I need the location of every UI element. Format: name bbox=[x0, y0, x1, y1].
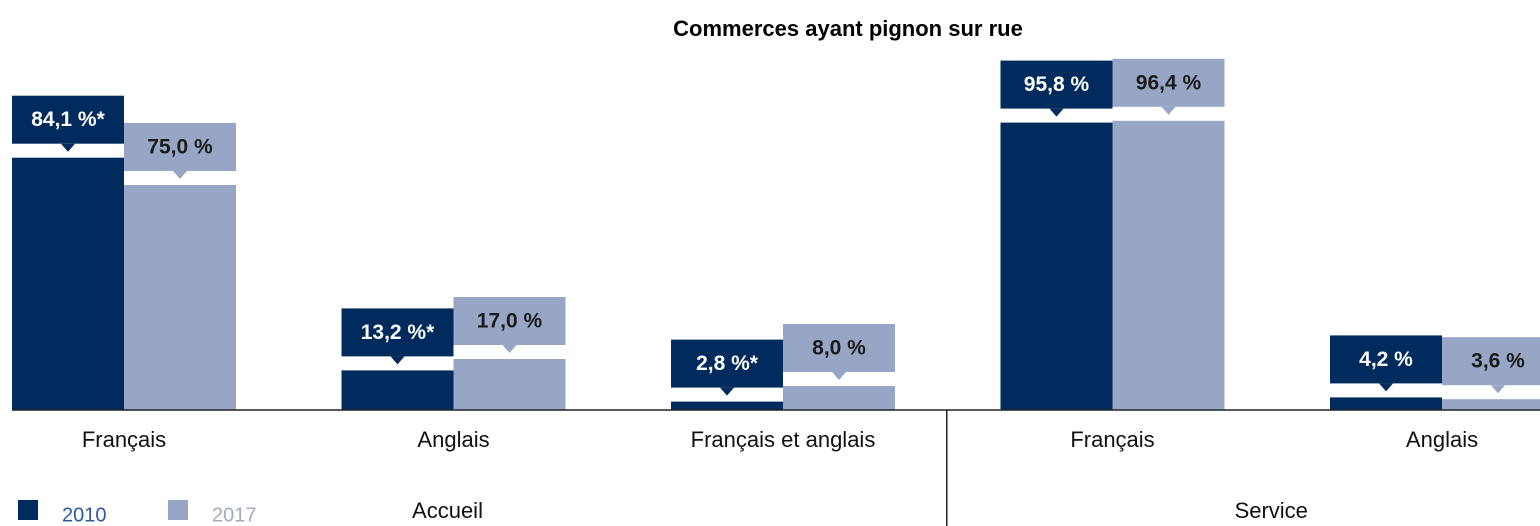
value-label-pointer bbox=[390, 356, 405, 365]
bar bbox=[1112, 120, 1225, 411]
value-label-pointer bbox=[502, 345, 517, 353]
bar bbox=[671, 401, 783, 410]
value-label-box bbox=[1112, 58, 1225, 107]
group-label: Accueil bbox=[412, 498, 483, 523]
value-label-box bbox=[124, 123, 236, 171]
value-label: 17,0 % bbox=[477, 310, 543, 333]
bar bbox=[341, 370, 454, 410]
bar bbox=[1442, 399, 1540, 410]
value-label: 95,8 % bbox=[1024, 73, 1090, 96]
value-label-box bbox=[1000, 60, 1113, 109]
bar bbox=[12, 157, 124, 410]
x-tick-label: Anglais bbox=[1406, 427, 1478, 452]
value-label-pointer bbox=[832, 372, 846, 380]
value-label: 75,0 % bbox=[147, 136, 213, 159]
value-label-pointer bbox=[720, 387, 734, 396]
value-label: 2,8 %* bbox=[696, 352, 759, 375]
x-tick-label: Français bbox=[1070, 427, 1154, 452]
value-label-box bbox=[453, 297, 566, 345]
x-tick-label: Français et anglais bbox=[691, 427, 876, 452]
bar bbox=[1000, 122, 1113, 410]
value-label-pointer bbox=[1049, 108, 1064, 117]
legend-swatch bbox=[18, 500, 38, 520]
chart-title: Commerces ayant pignon sur rue bbox=[673, 16, 1023, 41]
value-label-box bbox=[671, 339, 783, 388]
bar bbox=[1330, 397, 1442, 410]
value-label-pointer bbox=[61, 143, 75, 152]
x-tick-label: Anglais bbox=[417, 427, 489, 452]
value-label: 4,2 % bbox=[1359, 348, 1413, 371]
value-label: 84,1 %* bbox=[31, 108, 105, 131]
value-label-pointer bbox=[1161, 106, 1176, 115]
bar bbox=[124, 185, 236, 410]
value-label: 3,6 % bbox=[1471, 350, 1525, 373]
value-label-box bbox=[783, 324, 895, 372]
value-label: 13,2 %* bbox=[361, 321, 435, 344]
value-label-box bbox=[12, 95, 124, 144]
value-label-box bbox=[1330, 335, 1442, 384]
value-label-pointer bbox=[1491, 385, 1505, 394]
bar bbox=[453, 359, 566, 410]
value-label-box bbox=[341, 308, 454, 357]
legend-label: 2010 bbox=[62, 504, 107, 526]
value-label-pointer bbox=[1379, 383, 1393, 392]
group-label: Service bbox=[1235, 498, 1308, 523]
legend-label: 2017 bbox=[212, 504, 257, 526]
value-label-pointer bbox=[173, 171, 187, 179]
value-label: 8,0 % bbox=[812, 337, 866, 360]
value-label: 96,4 % bbox=[1136, 71, 1202, 94]
x-tick-label: Français bbox=[82, 427, 166, 452]
legend-swatch bbox=[168, 500, 188, 520]
value-label-box bbox=[1442, 337, 1540, 386]
bar bbox=[783, 386, 895, 410]
